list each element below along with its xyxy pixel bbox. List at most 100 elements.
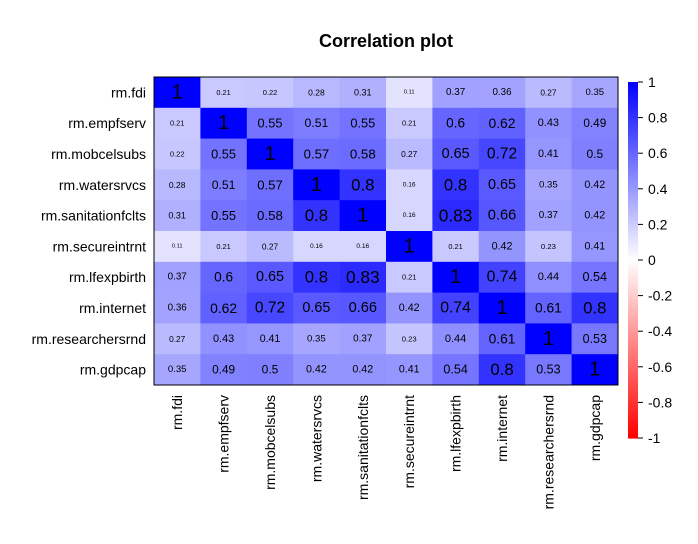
cell-value-label: 0.23 bbox=[402, 334, 417, 343]
cell-value-label: 0.66 bbox=[488, 208, 516, 224]
legend-tick-label: 0.6 bbox=[648, 145, 668, 161]
heatmap-cell bbox=[478, 261, 526, 294]
cell-value-label: 1 bbox=[357, 205, 368, 227]
legend-swatch bbox=[628, 352, 638, 357]
heatmap-cell bbox=[246, 169, 294, 201]
legend-swatch bbox=[628, 249, 638, 254]
cell-value-label: 0.42 bbox=[352, 364, 373, 376]
row-label: rm.researchersrnd bbox=[32, 331, 146, 347]
legend-swatch bbox=[628, 92, 638, 97]
cell-value-label: 0.6 bbox=[214, 270, 233, 285]
heatmap-cell bbox=[339, 354, 387, 386]
heatmap-cell bbox=[478, 231, 526, 263]
heatmap-cell bbox=[154, 323, 201, 355]
legend-swatch bbox=[628, 103, 638, 108]
row-label: rm.internet bbox=[79, 300, 146, 316]
cell-value-label: 0.65 bbox=[302, 300, 330, 316]
heatmap-cell bbox=[200, 292, 248, 324]
cell-value-label: 0.28 bbox=[169, 180, 186, 190]
legend-swatch bbox=[628, 213, 638, 218]
heatmap-cell bbox=[571, 261, 619, 294]
legend-swatch bbox=[628, 334, 638, 339]
column-label: rm.researchersrnd bbox=[540, 395, 556, 509]
cell-value-label: 0.55 bbox=[211, 147, 236, 162]
cell-value-label: 0.83 bbox=[346, 267, 380, 287]
cell-value-label: 0.55 bbox=[350, 116, 375, 131]
heatmap-border bbox=[153, 76, 619, 386]
legend-swatch bbox=[628, 242, 638, 247]
legend-swatch bbox=[628, 270, 638, 275]
legend-swatch bbox=[628, 106, 638, 112]
heatmap-cell bbox=[525, 138, 573, 170]
legend-swatch bbox=[628, 327, 638, 332]
heatmap-cell bbox=[478, 354, 526, 386]
heatmap-cell bbox=[246, 231, 294, 263]
cell-value-label: 0.21 bbox=[448, 242, 462, 251]
legend-swatch bbox=[628, 192, 638, 197]
legend-swatch bbox=[628, 398, 638, 403]
heatmap-cell bbox=[386, 200, 433, 232]
cell-value-label: 0.35 bbox=[168, 364, 187, 375]
cell-value-label: 0.53 bbox=[583, 332, 607, 346]
cell-value-label: 0.42 bbox=[399, 302, 420, 314]
cell-value-label: 0.16 bbox=[403, 181, 416, 188]
row-labels: rm.fdi rm.empfserv rm.mobcelsubs rm.watersr… bbox=[32, 84, 147, 377]
legend-swatch bbox=[628, 388, 638, 393]
heatmap-cell bbox=[154, 354, 201, 386]
cell-value-label: 0.8 bbox=[305, 206, 328, 225]
heatmap-cell bbox=[571, 138, 619, 170]
legend-swatch bbox=[628, 341, 638, 347]
cell-value-label: 0.35 bbox=[307, 333, 326, 344]
cell-value-label: 0.66 bbox=[349, 300, 377, 316]
heatmap-cell bbox=[200, 354, 248, 386]
heatmap-cell bbox=[246, 354, 294, 386]
heatmap-cell bbox=[571, 231, 619, 263]
cell-value-label: 0.6 bbox=[446, 116, 465, 131]
cell-value-label: 0.49 bbox=[583, 116, 606, 130]
legend-swatch bbox=[628, 391, 638, 396]
color-legend: 1 0.8 0.6 0.4 0.2 0 -0.2 -0.4 -0.6 -0.8 -1 bbox=[628, 74, 672, 446]
row-label: rm.gdpcap bbox=[80, 362, 146, 378]
column-label: rm.watersrvcs bbox=[308, 395, 324, 482]
heatmap-cell bbox=[154, 231, 201, 263]
legend-swatch bbox=[628, 224, 638, 229]
cell-value-label: 0.65 bbox=[256, 269, 284, 285]
legend-swatch bbox=[628, 210, 638, 215]
legend-tick-label: 0 bbox=[648, 252, 656, 268]
heatmap-cell bbox=[525, 107, 573, 140]
heatmap-cell bbox=[525, 169, 573, 201]
cell-value-label: 0.42 bbox=[584, 179, 605, 191]
heatmap-cell bbox=[525, 323, 573, 355]
legend-swatch bbox=[628, 131, 638, 136]
column-label: rm.lfexpbirth bbox=[448, 395, 464, 472]
cell-value-label: 0.5 bbox=[262, 363, 279, 377]
heatmap-cell bbox=[432, 323, 480, 355]
legend-swatch bbox=[628, 220, 638, 225]
cell-value-label: 0.23 bbox=[541, 242, 556, 251]
heatmap-cell bbox=[478, 138, 526, 170]
heatmap-cell bbox=[432, 138, 480, 170]
row-label: rm.empfserv bbox=[68, 115, 146, 131]
heatmap-cell bbox=[525, 261, 573, 294]
row-label: rm.lfexpbirth bbox=[69, 269, 146, 285]
legend-swatch bbox=[628, 160, 638, 165]
cell-value-label: 0.8 bbox=[351, 175, 374, 194]
legend-swatch bbox=[628, 306, 638, 311]
cell-value-label: 0.42 bbox=[306, 364, 327, 376]
cell-value-label: 0.31 bbox=[354, 87, 372, 97]
legend-swatch bbox=[628, 267, 638, 272]
cell-value-label: 0.8 bbox=[444, 175, 467, 194]
legend-swatch bbox=[628, 331, 638, 336]
legend-tick-label: 0.4 bbox=[648, 181, 668, 197]
heatmap-cells bbox=[153, 76, 619, 386]
heatmap-cell bbox=[478, 77, 526, 109]
cell-value-label: 0.44 bbox=[445, 333, 466, 345]
legend-swatch bbox=[628, 163, 638, 169]
heatmap-cell bbox=[386, 138, 433, 170]
column-labels: rm.fdi rm.empfserv rm.mobcelsubs rm.watersr… bbox=[169, 395, 603, 510]
heatmap-cell bbox=[525, 292, 573, 324]
legend-swatch bbox=[628, 117, 638, 122]
heatmap-cell bbox=[432, 200, 480, 232]
heatmap-cell bbox=[339, 107, 387, 140]
legend-swatch bbox=[628, 295, 638, 300]
